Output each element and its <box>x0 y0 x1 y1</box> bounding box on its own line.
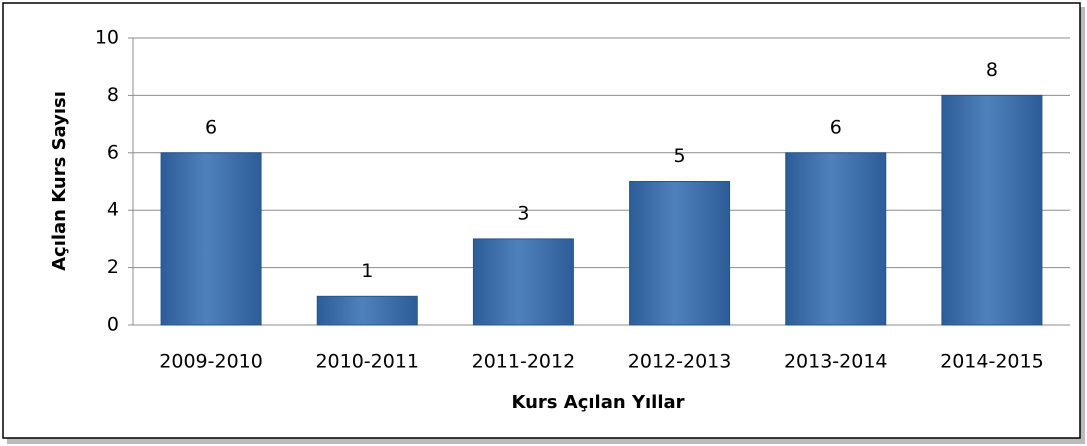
y-tick-label: 8 <box>107 84 119 106</box>
bar <box>472 238 574 326</box>
data-label: 6 <box>205 116 217 138</box>
bar <box>629 181 731 326</box>
bar <box>160 152 262 326</box>
data-label: 8 <box>986 59 998 81</box>
data-label: 5 <box>674 145 686 167</box>
data-label: 1 <box>361 260 373 282</box>
bar <box>316 295 418 326</box>
x-tick-label: 2011-2012 <box>472 351 576 373</box>
bar <box>941 94 1043 326</box>
y-axis-label: Açılan Kurs Sayısı <box>49 91 70 271</box>
x-tick-label: 2009-2010 <box>159 351 263 373</box>
y-tick-label: 2 <box>107 256 119 278</box>
data-label: 3 <box>517 202 529 224</box>
y-tick-label: 10 <box>95 27 119 49</box>
y-tick-label: 0 <box>107 314 119 336</box>
x-tick-label: 2014-2015 <box>940 351 1044 373</box>
data-label: 6 <box>830 116 842 138</box>
x-tick-label: 2012-2013 <box>628 351 732 373</box>
y-tick-label: 4 <box>107 199 119 221</box>
x-axis-label: Kurs Açılan Yıllar <box>511 392 684 413</box>
bar <box>785 152 887 326</box>
x-tick-label: 2010-2011 <box>315 351 419 373</box>
x-tick-label: 2013-2014 <box>784 351 888 373</box>
y-tick-label: 6 <box>107 141 119 163</box>
